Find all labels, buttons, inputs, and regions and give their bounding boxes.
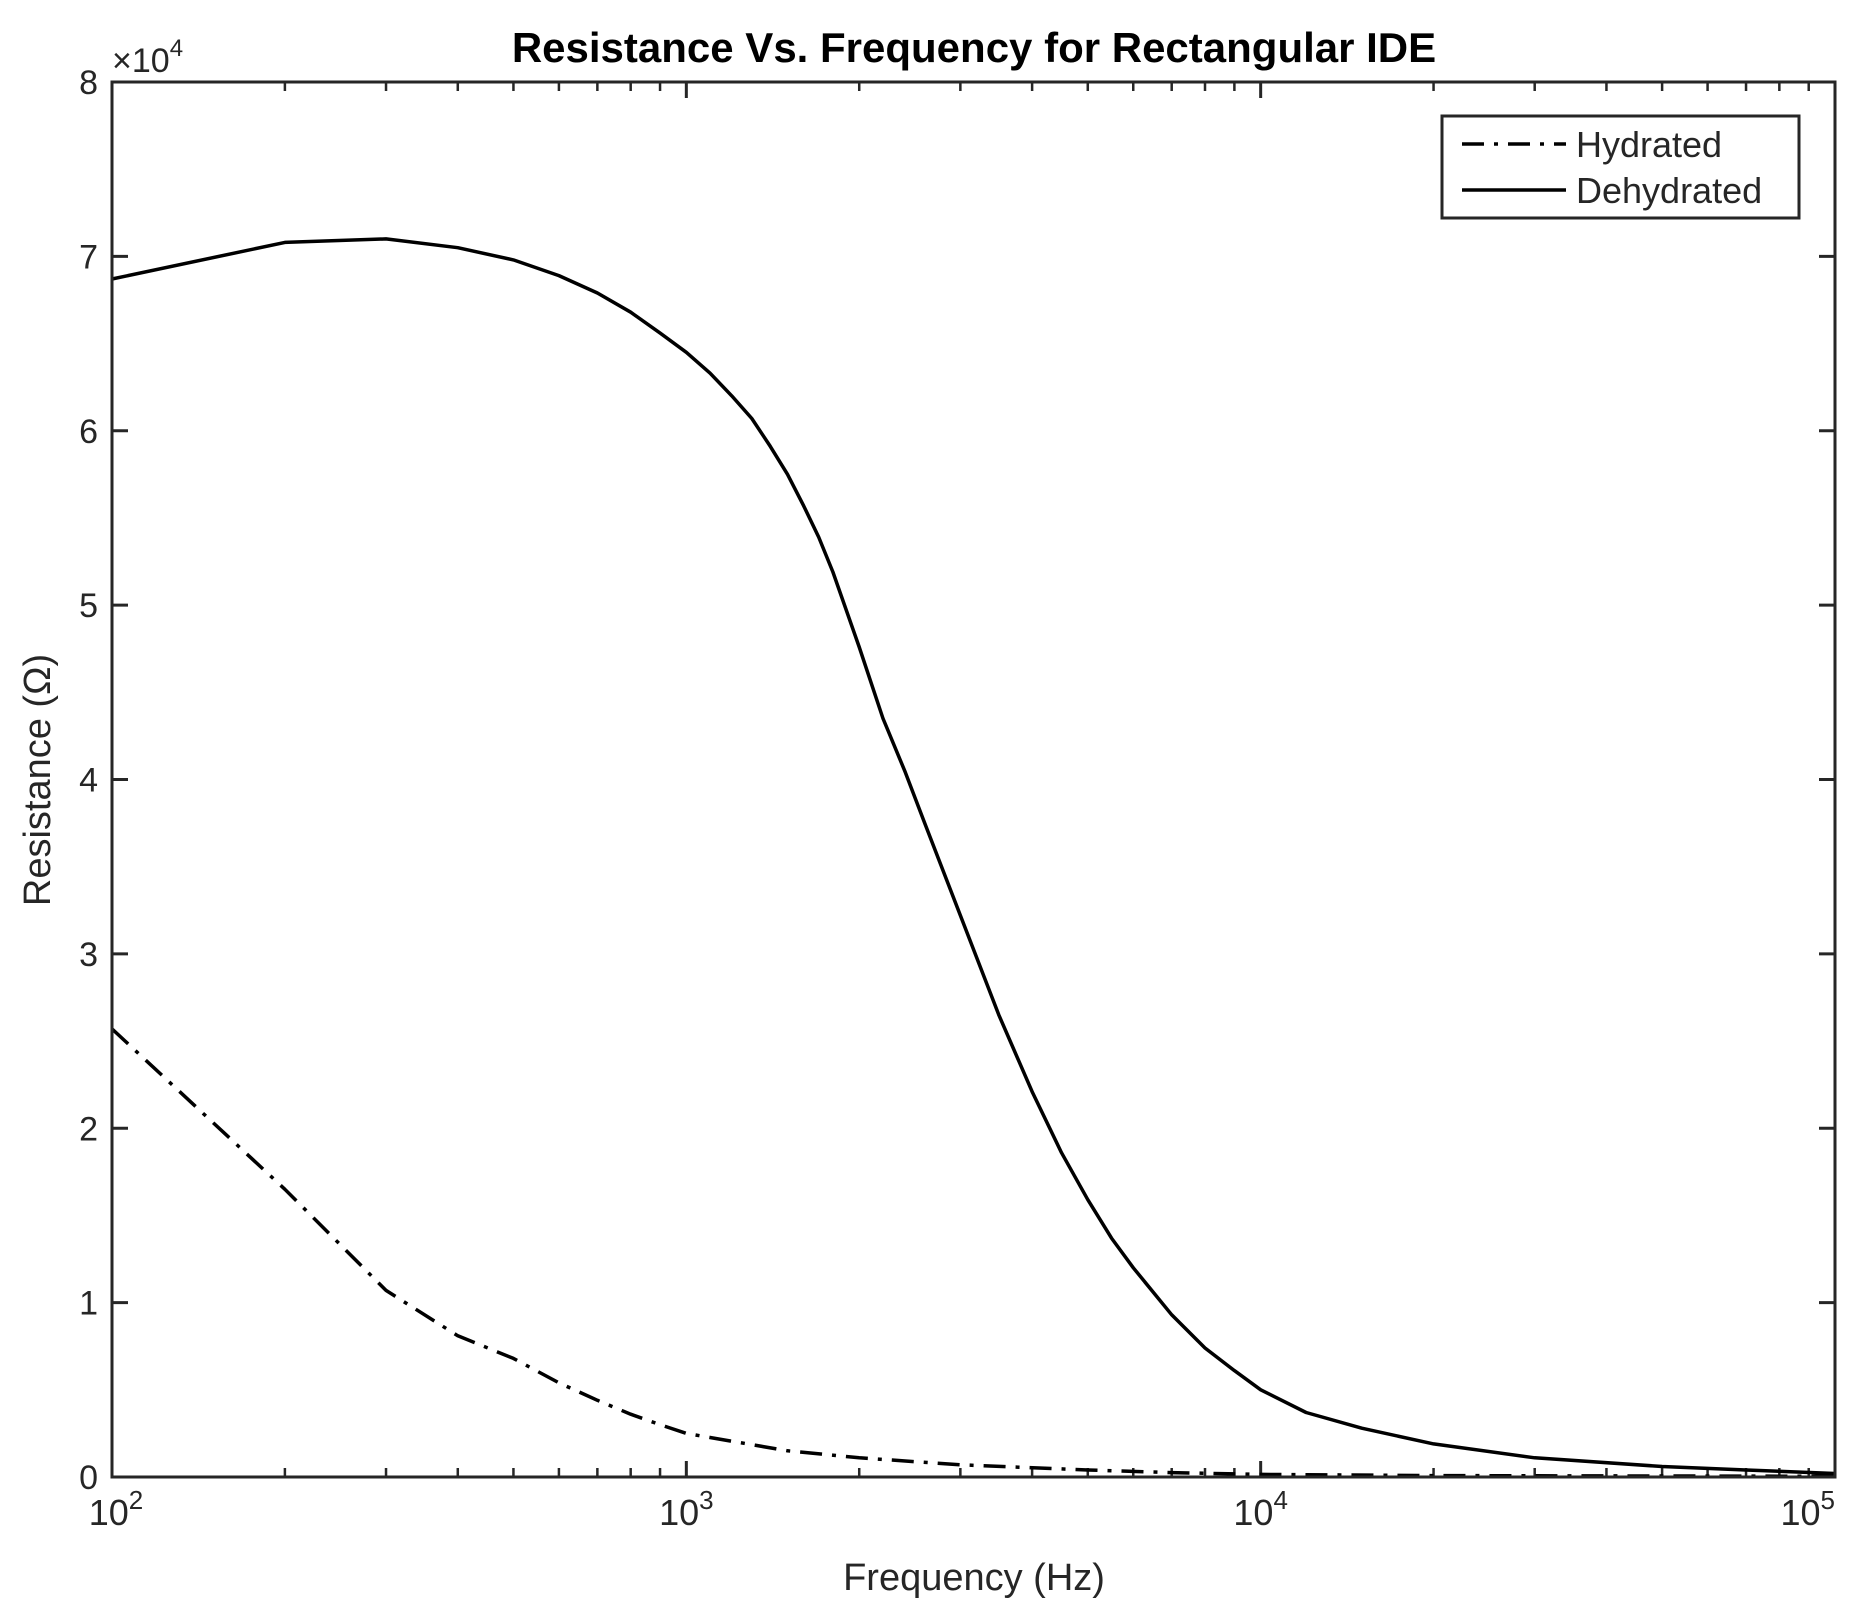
y-tick-label-2: 2: [79, 1110, 98, 1148]
series-line-dehydrated: [111, 237, 1836, 1476]
x-tick-label-0: 102: [89, 1485, 144, 1533]
y-tick-label-0: 0: [79, 1459, 98, 1497]
x-tick-labels: 102 103 104 105: [89, 1485, 1835, 1533]
plot-frame: [110, 80, 1837, 1479]
legend: Hydrated Dehydrated: [1440, 114, 1801, 220]
y-tick-label-8: 8: [79, 64, 98, 102]
y-exponent-multiplier: ×104: [112, 35, 183, 80]
series-line-hydrated: [110, 1027, 1836, 1479]
y-tick-label-7: 7: [79, 238, 98, 276]
series-lines: [110, 237, 1836, 1479]
y-tick-label-1: 1: [79, 1285, 98, 1323]
y-tick-labels: 0 1 2 3 4 5 6 7 8: [79, 64, 98, 1497]
x-tick-label-2: 104: [1233, 1485, 1288, 1533]
y-tick-label-4: 4: [79, 762, 98, 800]
x-axis-label: Frequency (Hz): [843, 1557, 1105, 1599]
legend-box: [1440, 114, 1801, 220]
plot-area: [112, 82, 1835, 1477]
legend-label-dehydrated: Dehydrated: [1576, 170, 1762, 211]
y-tick-label-3: 3: [79, 936, 98, 974]
x-tick-label-1: 103: [659, 1485, 714, 1533]
y-tick-label-6: 6: [79, 413, 98, 451]
x-tick-label-3: 105: [1780, 1485, 1835, 1533]
chart-title: Resistance Vs. Frequency for Rectangular…: [512, 24, 1436, 71]
legend-label-hydrated: Hydrated: [1576, 124, 1722, 165]
y-axis-label: Resistance (Ω): [17, 654, 59, 906]
y-tick-label-5: 5: [79, 587, 98, 625]
